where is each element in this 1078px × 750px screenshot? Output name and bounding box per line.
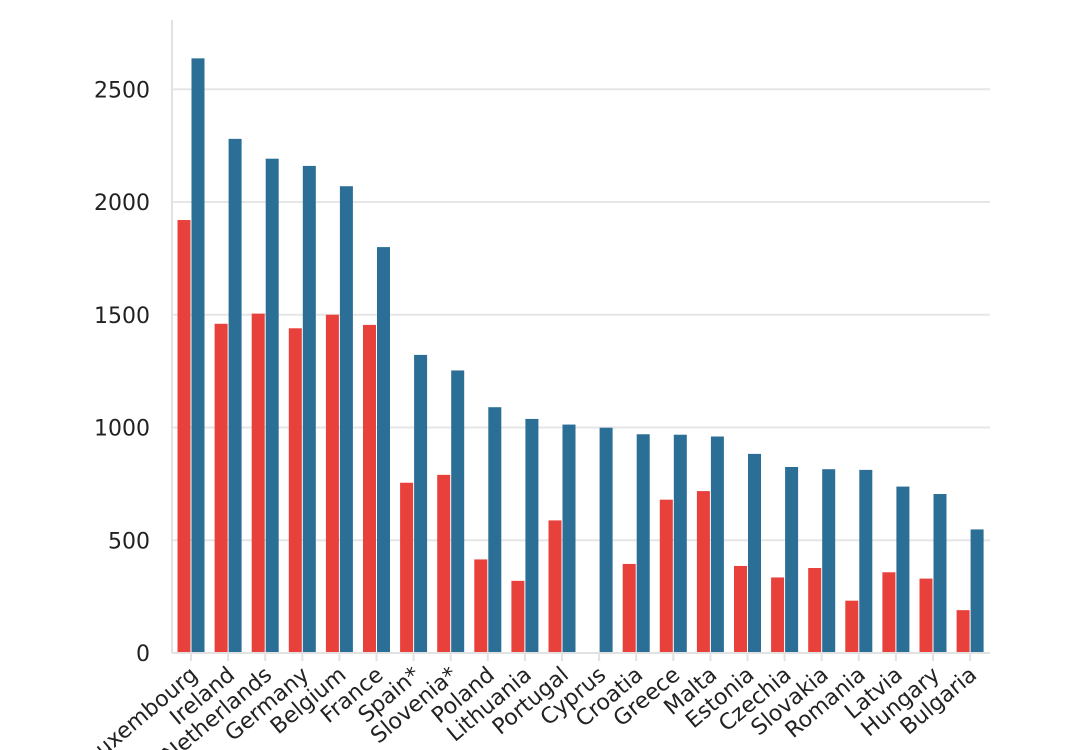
bar-red-21: [956, 610, 970, 653]
bar-blue-17: [822, 469, 836, 653]
bar-blue-16: [785, 466, 799, 653]
bar-blue-12: [636, 434, 650, 653]
bar-red-13: [659, 499, 673, 653]
bar-blue-2: [265, 158, 279, 654]
bar-red-6: [400, 482, 414, 653]
y-tick-label: 2000: [94, 191, 150, 216]
axes: [171, 20, 990, 654]
bar-red-8: [474, 559, 488, 653]
bar-blue-0: [191, 58, 205, 653]
y-tick-label: 500: [108, 529, 150, 554]
bar-blue-18: [859, 469, 873, 653]
bar-blue-13: [673, 434, 687, 653]
x-axis-labels: LuxembourgIrelandNetherlandsGermanyBelgi…: [82, 662, 982, 750]
bar-blue-21: [970, 529, 984, 653]
bar-red-3: [288, 328, 302, 653]
bar-red-12: [622, 563, 636, 653]
bar-blue-10: [562, 424, 576, 653]
bar-red-20: [919, 578, 933, 653]
y-tick-label: 1000: [94, 417, 150, 442]
bar-blue-19: [896, 486, 910, 653]
bar-blue-6: [414, 354, 428, 653]
bar-red-15: [734, 565, 747, 653]
bar-red-18: [845, 600, 859, 653]
y-tick-label: 2500: [94, 78, 150, 103]
bar-blue-11: [599, 427, 613, 653]
bar-red-14: [696, 491, 710, 653]
bar-blue-8: [488, 407, 502, 653]
y-tick-label: 0: [136, 642, 150, 667]
y-tick-label: 1500: [94, 304, 150, 329]
bar-blue-4: [339, 186, 353, 653]
bar-blue-1: [228, 138, 242, 654]
y-axis-ticks: 0 500 1000 1500 2000 2500: [94, 78, 150, 667]
bar-blue-7: [451, 370, 465, 653]
bar-red-7: [437, 474, 451, 653]
bar-red-17: [808, 567, 822, 653]
x-axis-ticks: [190, 653, 972, 661]
bar-red-5: [363, 324, 376, 653]
bars: [177, 58, 984, 654]
bar-red-2: [251, 313, 265, 653]
bar-blue-20: [933, 494, 947, 653]
bar-blue-3: [302, 165, 316, 654]
bar-red-9: [511, 580, 525, 653]
bar-red-0: [177, 220, 191, 654]
bar-blue-9: [525, 418, 539, 653]
bar-red-16: [771, 577, 785, 653]
bar-red-10: [548, 520, 562, 653]
bar-blue-14: [710, 436, 724, 653]
bar-blue-5: [377, 247, 390, 653]
bar-red-4: [325, 314, 339, 653]
bar-red-19: [882, 572, 896, 653]
bar-red-1: [214, 323, 228, 653]
bar-blue-15: [748, 453, 761, 653]
